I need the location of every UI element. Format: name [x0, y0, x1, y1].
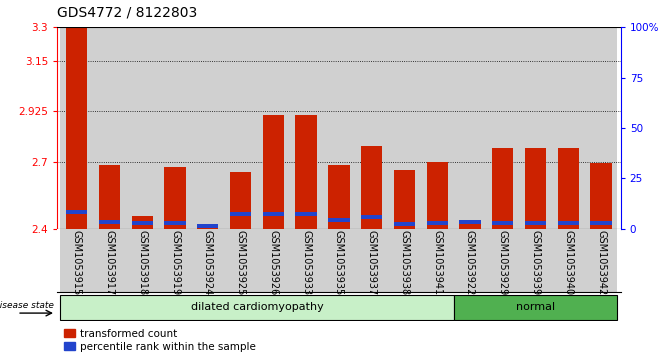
Text: disease state: disease state [0, 301, 54, 310]
Bar [93, 229, 126, 292]
Bar [126, 27, 158, 229]
Bar [459, 220, 480, 229]
Bar [99, 165, 120, 229]
Bar [421, 229, 454, 292]
Text: GSM1053919: GSM1053919 [170, 230, 180, 295]
Text: GSM1053924: GSM1053924 [203, 230, 213, 295]
Bar [99, 220, 120, 224]
Bar [427, 162, 448, 229]
Bar [388, 229, 421, 292]
Text: GSM1053925: GSM1053925 [236, 230, 246, 295]
Bar [132, 221, 153, 225]
Bar [224, 27, 257, 229]
Text: GSM1053926: GSM1053926 [268, 230, 278, 295]
Bar [519, 229, 552, 292]
Bar [584, 229, 617, 292]
Bar [164, 221, 186, 225]
Text: GSM1053939: GSM1053939 [531, 230, 540, 295]
Bar [590, 163, 612, 229]
Bar [295, 114, 317, 229]
Bar [454, 229, 486, 292]
Bar [361, 146, 382, 229]
Bar [492, 221, 513, 225]
Text: GSM1053933: GSM1053933 [301, 230, 311, 295]
Text: GSM1053942: GSM1053942 [596, 230, 606, 295]
Bar [126, 229, 158, 292]
Bar [197, 225, 219, 229]
Bar [158, 229, 191, 292]
FancyBboxPatch shape [60, 295, 454, 320]
Bar [66, 27, 87, 229]
Bar [558, 221, 579, 225]
Text: GSM1053937: GSM1053937 [366, 230, 376, 295]
Bar [290, 229, 323, 292]
Bar [388, 27, 421, 229]
Bar [164, 167, 186, 229]
Bar [552, 229, 584, 292]
Bar [552, 27, 584, 229]
Bar [427, 221, 448, 225]
Bar [224, 229, 257, 292]
Text: GSM1053917: GSM1053917 [105, 230, 115, 295]
Text: GDS4772 / 8122803: GDS4772 / 8122803 [57, 5, 197, 19]
Text: GSM1053940: GSM1053940 [563, 230, 573, 295]
Bar [262, 114, 284, 229]
Bar [323, 229, 355, 292]
Bar [257, 27, 290, 229]
Bar [454, 27, 486, 229]
Bar [394, 171, 415, 229]
Text: GSM1053938: GSM1053938 [399, 230, 409, 295]
Bar [290, 27, 323, 229]
Text: normal: normal [516, 302, 555, 312]
Bar [197, 224, 219, 228]
FancyBboxPatch shape [454, 295, 617, 320]
Bar [262, 212, 284, 216]
Bar [60, 229, 93, 292]
Bar [590, 221, 612, 225]
Bar [323, 27, 355, 229]
Bar [355, 229, 388, 292]
Bar [486, 27, 519, 229]
Bar [525, 221, 546, 225]
Text: GSM1053922: GSM1053922 [465, 230, 475, 295]
Bar [93, 27, 126, 229]
Text: GSM1053941: GSM1053941 [432, 230, 442, 295]
Bar [328, 218, 350, 222]
Bar [230, 172, 251, 229]
Bar [132, 216, 153, 229]
Legend: transformed count, percentile rank within the sample: transformed count, percentile rank withi… [62, 326, 258, 354]
Bar [421, 27, 454, 229]
Bar [361, 215, 382, 219]
Bar [158, 27, 191, 229]
Bar [492, 148, 513, 229]
Bar [230, 212, 251, 216]
Text: GSM1053918: GSM1053918 [138, 230, 147, 295]
Text: dilated cardiomyopathy: dilated cardiomyopathy [191, 302, 323, 312]
Bar [295, 212, 317, 216]
Text: GSM1053915: GSM1053915 [72, 230, 82, 295]
Text: GSM1053935: GSM1053935 [334, 230, 344, 295]
Bar [558, 148, 579, 229]
Bar [459, 220, 480, 224]
Bar [525, 148, 546, 229]
Bar [191, 229, 224, 292]
Bar [191, 27, 224, 229]
Bar [519, 27, 552, 229]
Bar [584, 27, 617, 229]
Text: GSM1053929: GSM1053929 [498, 230, 508, 295]
Bar [60, 27, 93, 229]
Bar [486, 229, 519, 292]
Bar [355, 27, 388, 229]
Bar [257, 229, 290, 292]
Bar [328, 165, 350, 229]
Bar [394, 223, 415, 227]
Bar [66, 210, 87, 214]
